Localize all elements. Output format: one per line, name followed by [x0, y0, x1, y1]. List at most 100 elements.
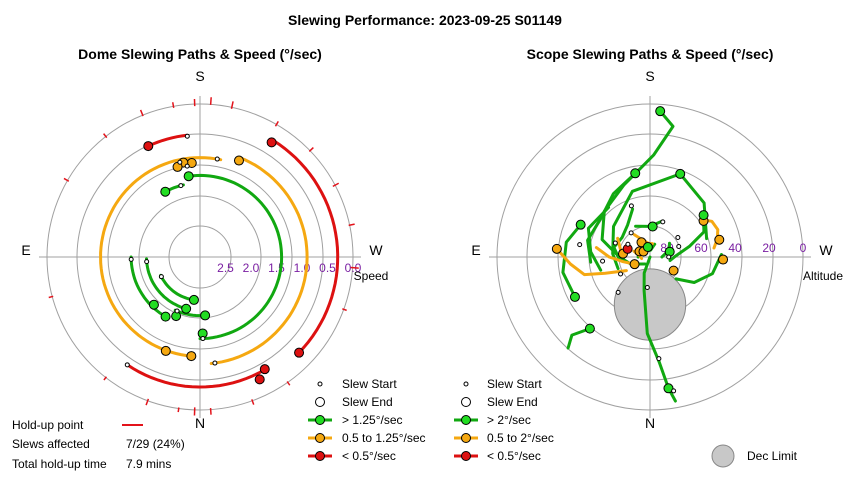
scope-slew-path-fast [674, 253, 723, 284]
scope-legend-dec: Dec Limit [747, 449, 798, 463]
scope-legend: Slew Start Slew End > 2°/sec 0.5 to 2°/s… [454, 377, 798, 468]
slews-affected-value: 7/29 (24%) [126, 437, 185, 451]
scope-chart-title: Scope Slewing Paths & Speed (°/sec) [527, 46, 774, 62]
dome-radial-tick-label: 2.0 [243, 261, 260, 275]
dome-holdup-point [171, 102, 175, 108]
scope-radial-label: Altitude [803, 269, 843, 283]
total-holdup-label: Total hold-up time [12, 457, 107, 471]
scope-radial-tick-label: 20 [762, 241, 776, 255]
legend-fast-marker [315, 415, 325, 425]
scope-legend-start: Slew Start [487, 377, 542, 391]
legend-slow-marker [315, 451, 325, 461]
dome-holdup-point [103, 133, 108, 139]
scope-slew-end-marker [718, 254, 729, 265]
dome-slew-path-slow [271, 138, 340, 355]
dome-slew-path-slow [125, 363, 267, 389]
scope-slew-path-fast [586, 206, 610, 272]
scope-dir-left: E [471, 242, 480, 258]
dome-slew-end-marker [148, 299, 159, 310]
dome-holdup-point [48, 295, 54, 299]
legend-start-marker [463, 381, 469, 387]
scope-dir-right: W [819, 242, 833, 258]
dome-dir-left: E [21, 242, 30, 258]
dome-slew-start-marker [144, 259, 150, 265]
dome-slew-start-marker [178, 183, 184, 189]
dome-slew-end-marker [160, 186, 171, 197]
dome-chart-title: Dome Slewing Paths & Speed (°/sec) [78, 46, 322, 62]
dome-slew-start-marker [174, 308, 180, 314]
dome-legend-slow: < 0.5°/sec [342, 449, 396, 463]
dome-slew-end-marker [294, 347, 305, 358]
dome-legend-end: Slew End [342, 395, 393, 409]
scope-slew-path-medium [555, 247, 628, 277]
dome-holdup-point [348, 223, 355, 227]
legend-medium-marker [461, 433, 471, 443]
dome-holdup-point [342, 308, 347, 312]
scope-slew-start-marker [612, 240, 618, 246]
scope-radial-tick-label: 0 [800, 241, 807, 255]
dome-polar-chart: 2.5 2.0 1.5 1.0 0.5 0.0 [39, 96, 362, 418]
dome-slew-start-marker [128, 256, 134, 262]
scope-slew-start-marker [628, 203, 634, 209]
scope-slew-start-marker [625, 241, 631, 247]
holdup-summary: Hold-up point Slews affected 7/29 (24%) … [12, 418, 185, 471]
dome-slew-path-medium [209, 156, 309, 365]
dome-holdup-point [177, 407, 180, 413]
dome-legend-fast: > 1.25°/sec [342, 413, 403, 427]
scope-slew-start-marker [671, 388, 677, 394]
dome-legend-medium: 0.5 to 1.25°/sec [342, 431, 426, 445]
scope-slew-end-marker [647, 221, 658, 232]
scope-radial-tick-label: 40 [728, 241, 742, 255]
scope-slew-end-marker [675, 168, 686, 179]
scope-dir-top: S [645, 68, 654, 84]
dome-dir-right: W [369, 242, 383, 258]
dome-holdup-point [139, 109, 144, 117]
dome-slew-path-slow [146, 133, 189, 148]
legend-fast-marker [461, 415, 471, 425]
scope-slew-end-marker [663, 383, 674, 394]
dome-holdup-point [63, 177, 70, 182]
scope-legend-medium: 0.5 to 2°/sec [487, 431, 554, 445]
slews-affected-label: Slews affected [12, 437, 90, 451]
scope-slew-start-marker [656, 356, 662, 362]
scope-slew-start-marker [660, 219, 666, 225]
dome-slew-end-marker [188, 294, 199, 305]
dome-holdup-point [332, 182, 340, 188]
dome-slew-end-marker [183, 171, 194, 182]
scope-radial-tick-label: 60 [694, 241, 708, 255]
dome-slew-end-marker [233, 155, 244, 166]
scope-slew-end-marker [629, 259, 640, 270]
dome-legend-start: Slew Start [342, 377, 397, 391]
dome-slew-start-marker [177, 159, 183, 165]
dome-holdup-point [145, 398, 150, 406]
dome-legend: Slew Start Slew End > 1.25°/sec 0.5 to 1… [308, 377, 426, 463]
dome-slew-path-fast [159, 273, 196, 302]
legend-medium-marker [315, 433, 325, 443]
dome-holdup-point [308, 146, 314, 152]
dome-slew-end-marker [186, 351, 197, 362]
dome-holdup-point [350, 266, 359, 269]
dome-slew-end-marker [160, 345, 171, 356]
dome-slew-start-marker [200, 336, 206, 342]
dome-slew-start-marker [184, 163, 190, 169]
scope-slew-end-marker [668, 265, 679, 276]
scope-slew-path-fast [668, 213, 706, 262]
dome-holdup-point [286, 381, 291, 386]
dome-holdup-point [230, 101, 234, 109]
dome-slew-end-marker [266, 137, 277, 148]
dome-slew-start-marker [158, 274, 164, 280]
dome-slew-end-marker [181, 303, 192, 314]
scope-slew-path-medium [594, 246, 637, 266]
scope-slew-end-marker [551, 243, 562, 254]
dome-slew-path-fast [173, 308, 207, 318]
dome-dir-top: S [195, 68, 204, 84]
dome-slew-end-marker [254, 374, 265, 385]
scope-slew-start-marker [666, 254, 672, 260]
dome-slew-start-marker [212, 360, 218, 366]
dome-slew-start-marker [124, 362, 130, 368]
dome-holdup-point [209, 97, 212, 105]
dome-holdup-point [274, 121, 279, 127]
scope-slew-end-marker [714, 234, 725, 245]
dome-slew-path-fast [145, 257, 188, 311]
